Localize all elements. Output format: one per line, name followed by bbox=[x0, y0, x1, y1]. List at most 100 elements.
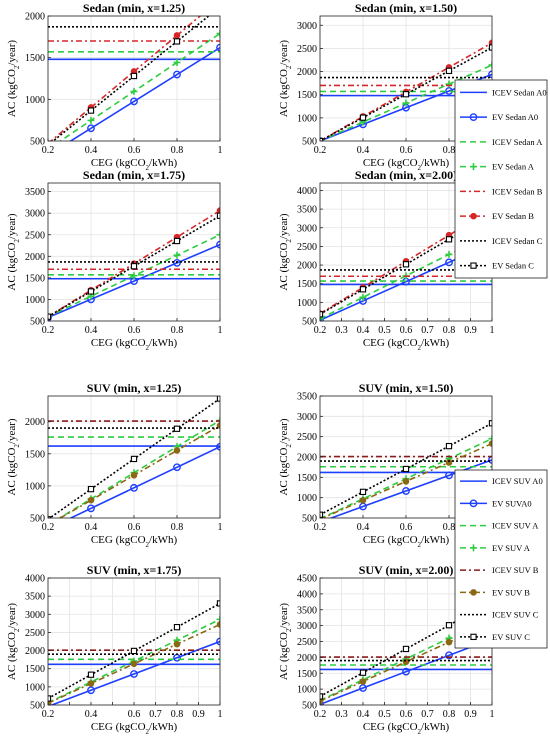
data-point-marker bbox=[130, 670, 138, 678]
x-tick-label: 1 bbox=[218, 325, 223, 336]
data-point-marker bbox=[216, 637, 220, 646]
data-point-marker bbox=[445, 471, 453, 480]
x-axis-label: CEG (kgCO2/kWh) bbox=[91, 337, 178, 352]
legend-label: EV SUVA0 bbox=[492, 498, 532, 508]
legend-item: ICEV Sedan C bbox=[460, 236, 543, 246]
x-tick-label: 0.7 bbox=[421, 325, 434, 336]
series-group bbox=[48, 396, 220, 518]
data-point-marker bbox=[217, 4, 222, 9]
y-tick-label: 1500 bbox=[297, 669, 317, 680]
y-tick-label: 3000 bbox=[297, 21, 317, 32]
y-tick-label: 2500 bbox=[25, 628, 45, 639]
x-tick-label: 1 bbox=[218, 145, 223, 156]
y-tick-label: 500 bbox=[302, 317, 317, 328]
x-tick-label: 0.6 bbox=[128, 325, 141, 336]
data-point-marker bbox=[130, 72, 138, 80]
data-point-marker bbox=[173, 38, 181, 45]
x-tick-label: 0.5 bbox=[378, 709, 391, 720]
legend-item: EV SUV C bbox=[460, 632, 530, 642]
y-tick-label: 1000 bbox=[25, 95, 45, 106]
y-tick-label: 3500 bbox=[297, 205, 317, 216]
y-tick-label: 500 bbox=[30, 317, 45, 328]
data-point-marker bbox=[173, 237, 181, 245]
legend-item: EV SUV B bbox=[460, 587, 530, 597]
data-point-marker bbox=[359, 293, 367, 301]
y-tick-label: 500 bbox=[30, 514, 45, 525]
legend-item: EV Sedan A bbox=[460, 162, 535, 172]
x-axis-label: CEG (kgCO2/kWh) bbox=[363, 721, 450, 736]
series-line bbox=[51, 16, 210, 141]
data-point-marker bbox=[445, 442, 453, 450]
y-tick-label: 1000 bbox=[297, 298, 317, 309]
data-point-marker bbox=[87, 124, 95, 133]
y-tick-label: 500 bbox=[302, 701, 317, 712]
x-tick-label: 0.2 bbox=[314, 325, 327, 336]
x-tick-label: 1 bbox=[490, 325, 495, 336]
series-line bbox=[49, 640, 220, 705]
x-tick-label: 0.4 bbox=[85, 145, 98, 156]
legend-marker bbox=[469, 113, 478, 122]
data-point-marker bbox=[130, 647, 138, 655]
data-point-marker bbox=[87, 671, 95, 678]
legend-item: ICEV SUV B bbox=[460, 565, 539, 575]
y-tick-label: 2500 bbox=[297, 432, 317, 443]
legend-item: EV Sedan B bbox=[460, 211, 534, 221]
legend-box bbox=[454, 469, 548, 649]
data-point-marker bbox=[130, 660, 138, 668]
data-point-marker bbox=[216, 43, 220, 52]
legend-item: EV SUV A bbox=[460, 543, 531, 553]
x-tick-label: 0.6 bbox=[128, 145, 141, 156]
legend-item: ICEV SUV A0 bbox=[460, 476, 543, 486]
data-point-marker bbox=[320, 316, 324, 321]
x-tick-label: 0.9 bbox=[192, 709, 205, 720]
series-line bbox=[48, 602, 220, 700]
x-tick-label: 1 bbox=[490, 709, 495, 720]
data-point-marker bbox=[445, 250, 453, 258]
data-point-marker bbox=[359, 114, 367, 121]
y-axis-label: AC (kgCO2/year) bbox=[6, 418, 21, 495]
data-point-marker bbox=[130, 472, 138, 479]
y-axis-label: AC (kgCO2/year) bbox=[278, 603, 293, 680]
x-tick-label: 0.4 bbox=[85, 709, 98, 720]
series-group bbox=[48, 600, 220, 705]
data-point-marker bbox=[87, 680, 95, 687]
data-point-marker bbox=[359, 678, 367, 685]
data-point-marker bbox=[402, 645, 410, 653]
y-tick-label: 1500 bbox=[297, 90, 317, 101]
chart-title: SUV (min, x=1.50) bbox=[359, 381, 454, 395]
x-tick-label: 0.2 bbox=[314, 709, 327, 720]
x-tick-label: 0.8 bbox=[443, 325, 456, 336]
data-point-marker bbox=[173, 624, 181, 631]
data-point-marker bbox=[87, 116, 95, 124]
data-point-marker bbox=[402, 465, 410, 473]
legend-label: ICEV Sedan A0 bbox=[492, 87, 547, 97]
legend-item: ICEV Sedan B bbox=[460, 186, 543, 196]
y-tick-label: 2000 bbox=[297, 67, 317, 78]
chart-panel-2: 0.20.40.60.8150010001500200025003000Seda… bbox=[278, 1, 495, 172]
data-point-marker bbox=[445, 651, 453, 660]
data-point-marker bbox=[320, 700, 324, 705]
x-tick-label: 0.2 bbox=[314, 145, 327, 156]
y-tick-label: 2500 bbox=[297, 637, 317, 648]
data-point-marker bbox=[87, 504, 95, 513]
y-tick-label: 2000 bbox=[297, 261, 317, 272]
data-point-marker bbox=[173, 425, 181, 432]
y-tick-label: 2000 bbox=[297, 453, 317, 464]
y-tick-label: 3000 bbox=[297, 223, 317, 234]
x-tick-label: 0.9 bbox=[464, 325, 477, 336]
x-tick-label: 0.5 bbox=[378, 325, 391, 336]
y-axis-label: AC (kgCO2/year) bbox=[278, 40, 293, 117]
y-tick-label: 1000 bbox=[25, 295, 45, 306]
legend-label: EV Sedan C bbox=[492, 261, 534, 271]
data-point-marker bbox=[216, 231, 220, 239]
y-tick-label: 3000 bbox=[297, 412, 317, 423]
x-tick-label: 0.4 bbox=[85, 325, 98, 336]
y-axis-label: AC (kgCO2/year) bbox=[6, 603, 21, 680]
data-point-marker bbox=[48, 313, 52, 321]
series-line bbox=[48, 243, 220, 319]
x-axis-label: CEG (kgCO2/kWh) bbox=[363, 534, 450, 549]
legend-label: EV Sedan A0 bbox=[492, 112, 538, 122]
data-point-marker bbox=[216, 30, 220, 37]
